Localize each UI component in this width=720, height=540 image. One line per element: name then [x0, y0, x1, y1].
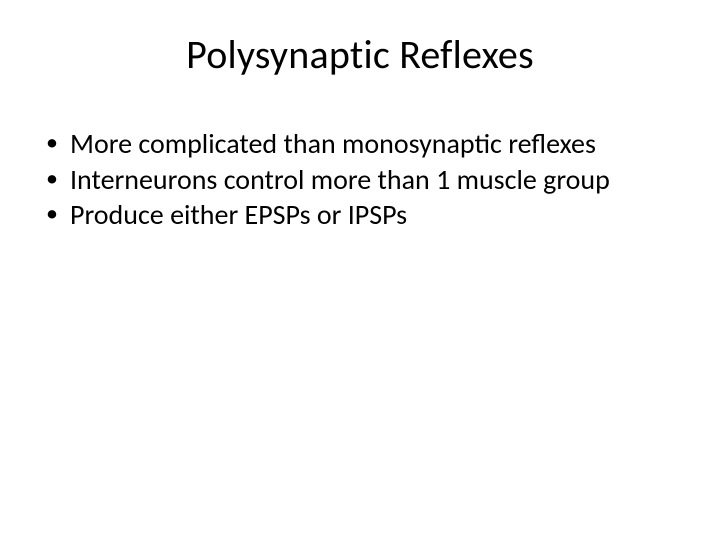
list-item: Produce either EPSPs or IPSPs [42, 198, 684, 232]
list-item: Interneurons control more than 1 muscle … [42, 163, 684, 197]
slide-title: Polysynaptic Reflexes [36, 30, 684, 79]
bullet-list: More complicated than monosynaptic refle… [36, 127, 684, 232]
slide: Polysynaptic Reflexes More complicated t… [0, 0, 720, 540]
list-item: More complicated than monosynaptic refle… [42, 127, 684, 161]
